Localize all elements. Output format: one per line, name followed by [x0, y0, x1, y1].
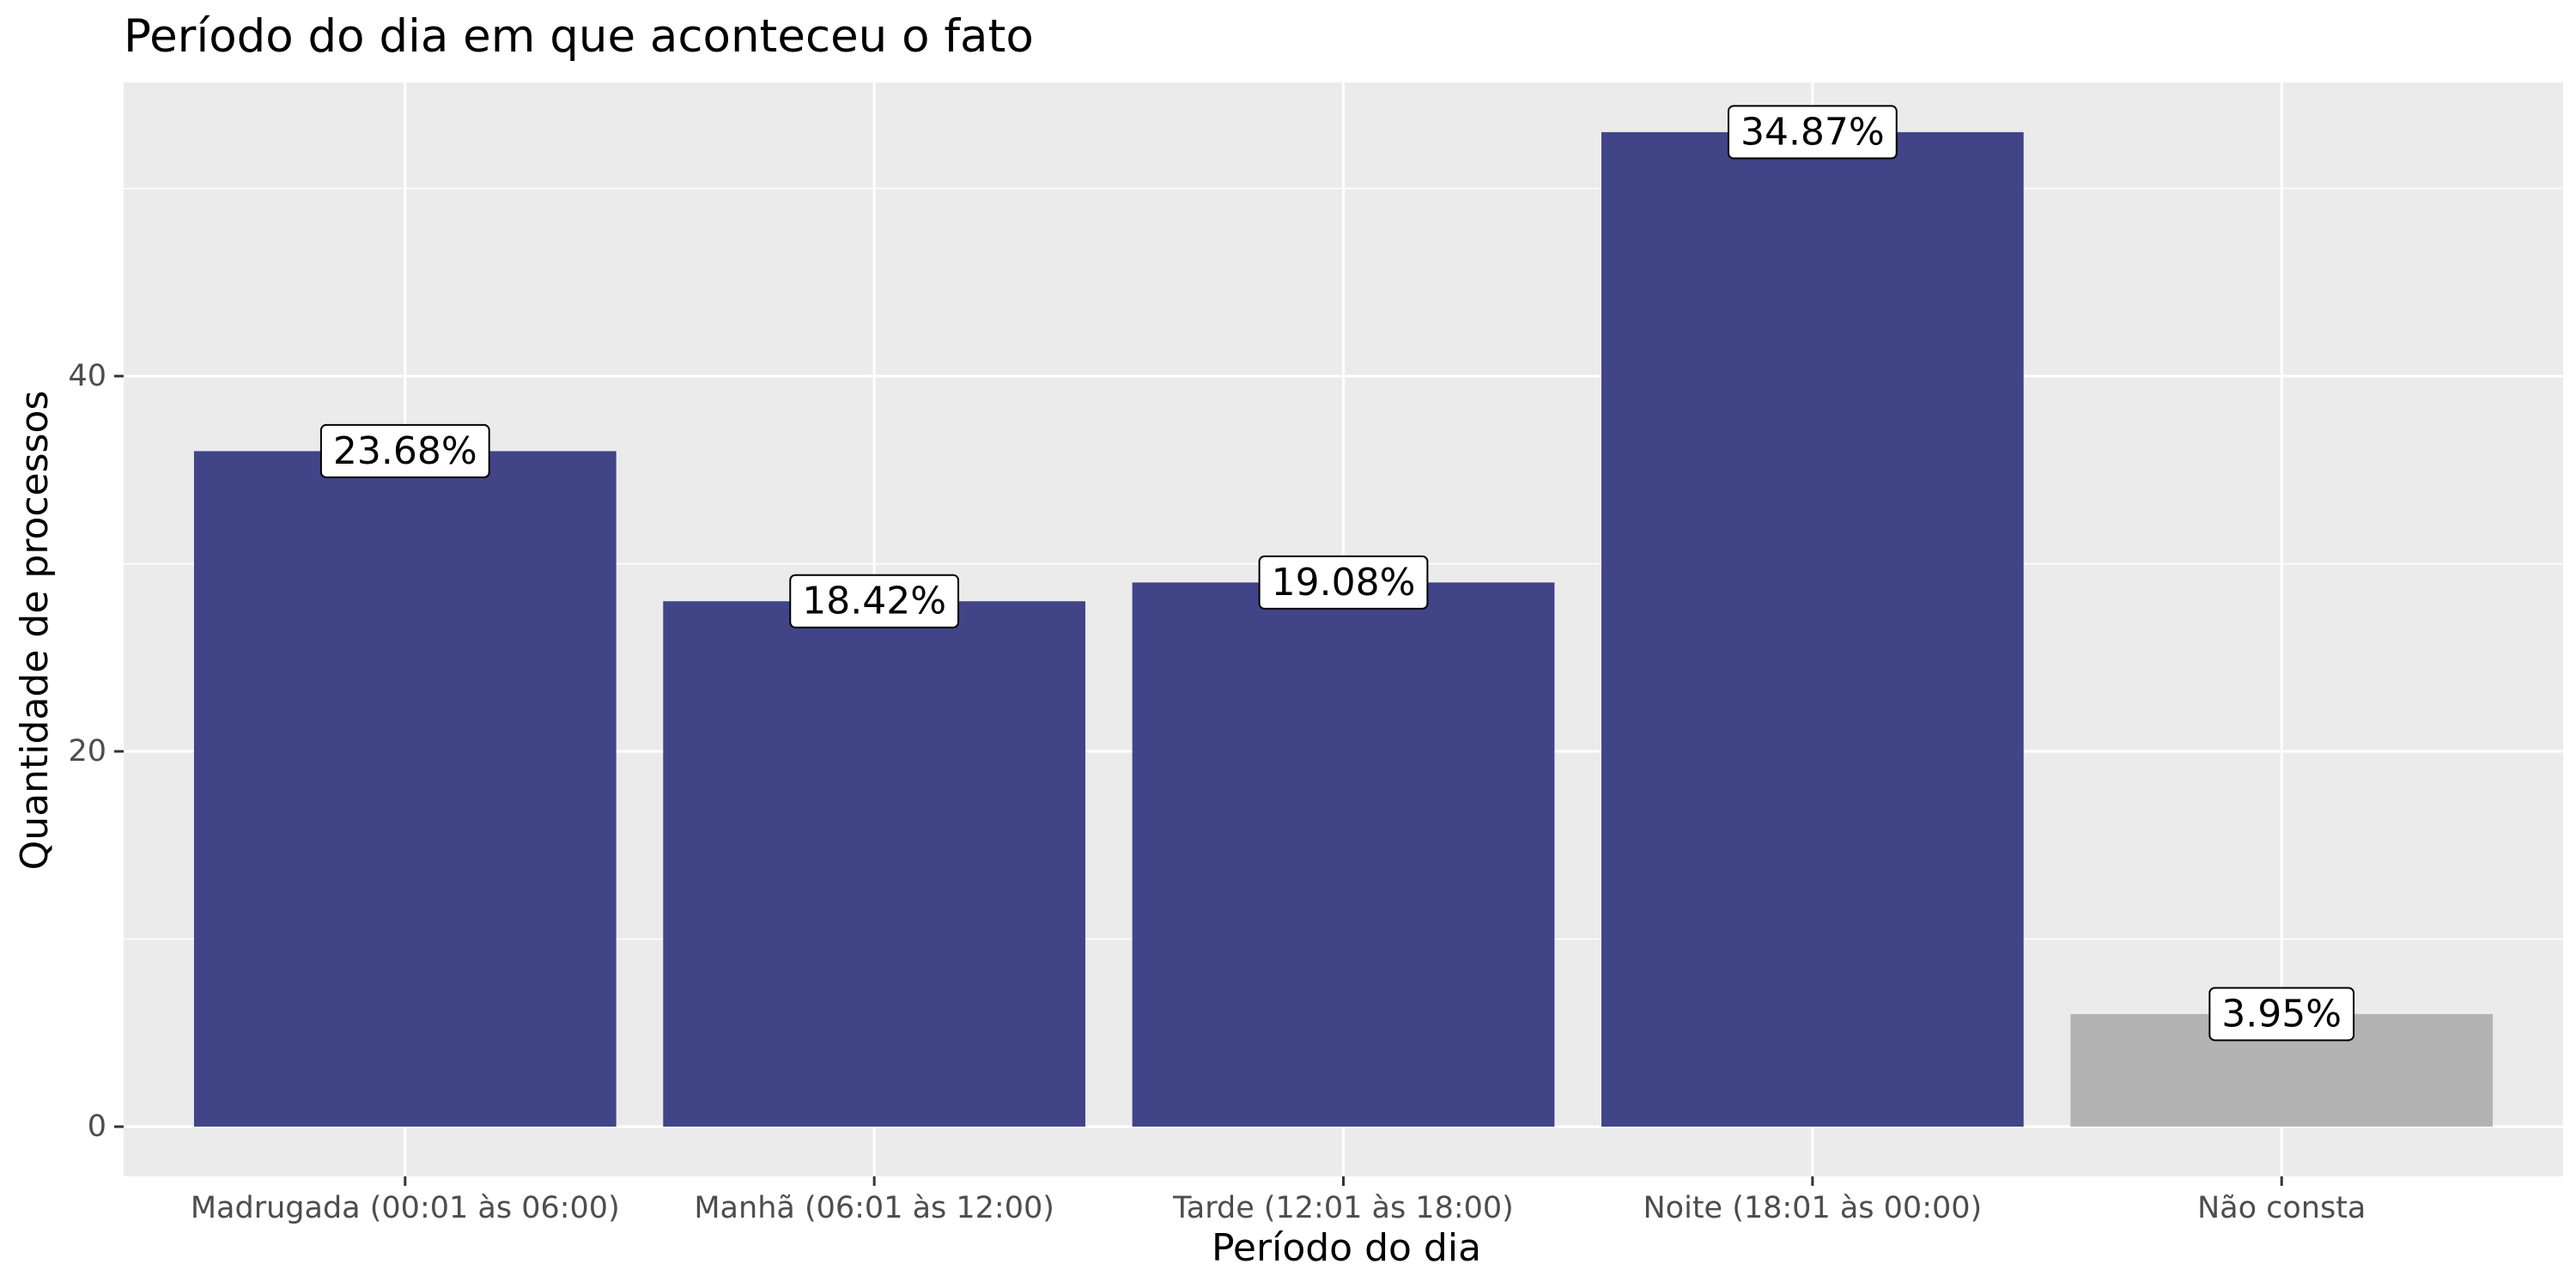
data-label: 34.87% — [1741, 110, 1885, 154]
data-label-background — [1727, 105, 1898, 160]
data-label-box: 23.68% — [319, 423, 490, 478]
data-label-background — [789, 574, 960, 629]
data-labels-group: 23.68% 18.42% 19.08% 34.87% 3.95% — [319, 105, 2355, 1042]
bar — [1132, 582, 1555, 1127]
data-label-box: 19.08% — [1258, 555, 1429, 610]
data-label-box: 18.42% — [789, 574, 960, 629]
y-tick-label: 20 — [68, 734, 106, 769]
y-tick-label: 0 — [88, 1109, 106, 1144]
x-tick-label: Tarde (12:01 às 18:00) — [1172, 1191, 1514, 1225]
chart-title: Período do dia em que aconteceu o fato — [124, 10, 1034, 63]
y-tick-label: 40 — [68, 359, 106, 393]
bar — [663, 601, 1086, 1127]
data-label-box: 34.87% — [1727, 105, 1898, 160]
bar — [193, 451, 617, 1127]
x-tick-label: Manhã (06:01 às 12:00) — [694, 1191, 1054, 1225]
data-label: 23.68% — [333, 429, 477, 473]
data-label-box: 3.95% — [2208, 987, 2355, 1042]
x-tick-label: Não consta — [2197, 1191, 2366, 1225]
data-label-background — [2208, 987, 2355, 1042]
data-label-background — [1258, 555, 1429, 610]
bars-group — [193, 131, 2494, 1127]
x-tick-label: Madrugada (00:01 às 06:00) — [191, 1191, 620, 1225]
data-label: 3.95% — [2221, 992, 2342, 1036]
x-axis: Madrugada (00:01 às 06:00) Manhã (06:01 à… — [191, 1176, 2366, 1225]
x-axis-title: Período do dia — [1212, 1226, 1481, 1270]
x-tick-label: Noite (18:01 às 00:00) — [1643, 1191, 1983, 1225]
bar — [1601, 131, 2024, 1127]
y-axis-title: Quantidade de processos — [13, 391, 57, 871]
data-label: 19.08% — [1272, 561, 1416, 605]
data-label: 18.42% — [802, 580, 946, 623]
data-label-background — [319, 423, 490, 478]
y-axis: 0 20 40 — [68, 359, 124, 1144]
